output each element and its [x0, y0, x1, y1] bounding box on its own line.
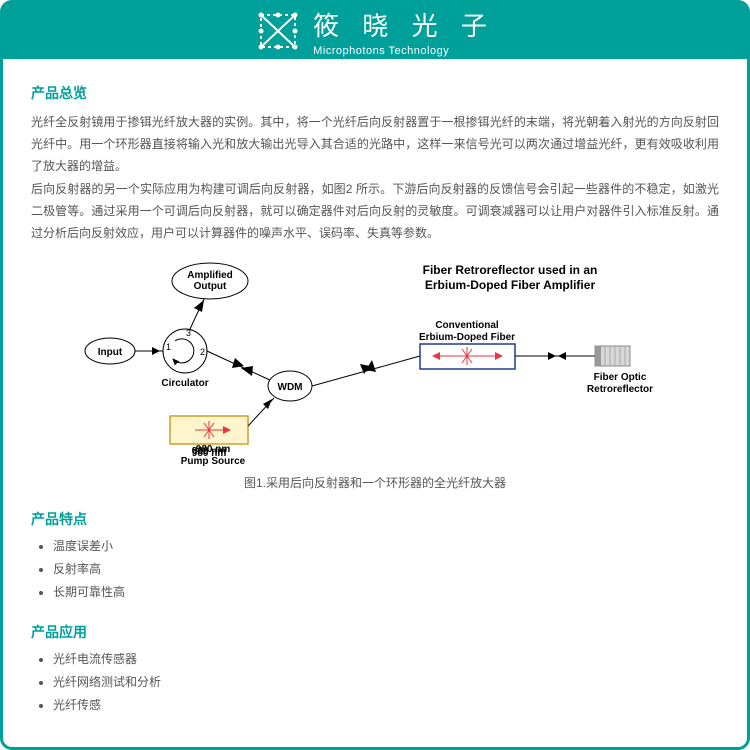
header-bar: 筱 晓 光 子 Microphotons Technology [3, 3, 747, 59]
diagram-caption: 图1.采用后向反射器和一个环形器的全光纤放大器 [80, 474, 670, 491]
overview-p1: 光纤全反射镜用于掺铒光纤放大器的实例。其中，将一个光纤后向反射器置于一根掺铒光纤… [31, 111, 719, 178]
retro-b: Retroreflector [587, 384, 653, 395]
overview-p2: 后向反射器的另一个实际应用为构建可调后向反射器，如图2 所示。下游后向反射器的反… [31, 178, 719, 245]
content: 产品总览 光纤全反射镜用于掺铒光纤放大器的实例。其中，将一个光纤后向反射器置于一… [3, 59, 747, 729]
page-card: 筱 晓 光 子 Microphotons Technology 产品总览 光纤全… [0, 0, 750, 750]
edf-b: Erbium-Doped Fiber [419, 332, 515, 343]
list-item: 光纤传感 [53, 696, 719, 713]
brand-en: Microphotons Technology [313, 45, 495, 57]
pump-label: 980 nmPump Source [168, 444, 258, 468]
svg-text:1: 1 [166, 342, 171, 352]
features-list: 温度误差小 反射率高 长期可靠性高 [31, 537, 719, 600]
diagram-title-a: Fiber Retroreflector used in an [423, 263, 598, 277]
circulator-label: Circulator [161, 378, 208, 389]
list-item: 温度误差小 [53, 537, 719, 554]
list-item: 光纤电流传感器 [53, 650, 719, 667]
svg-text:2: 2 [200, 347, 205, 357]
svg-text:3: 3 [186, 328, 191, 338]
brand-cn: 筱 晓 光 子 [313, 6, 495, 43]
apps-list: 光纤电流传感器 光纤网络测试和分析 光纤传感 [31, 650, 719, 713]
edf-a: Conventional [435, 320, 499, 331]
brand-text: 筱 晓 光 子 Microphotons Technology [313, 6, 495, 57]
retro-a: Fiber Optic [594, 372, 647, 383]
wdm-label: WDM [278, 382, 303, 393]
svg-text:Output: Output [194, 281, 227, 292]
logo-icon [255, 11, 301, 51]
input-label: Input [98, 347, 123, 358]
svg-text:Amplified: Amplified [187, 270, 233, 281]
list-item: 光纤网络测试和分析 [53, 673, 719, 690]
diagram: Fiber Retroreflector used in an Erbium-D… [80, 256, 670, 491]
list-item: 反射率高 [53, 560, 719, 577]
list-item: 长期可靠性高 [53, 583, 719, 600]
diagram-title-b: Erbium-Doped Fiber Amplifier [425, 278, 596, 292]
features-title: 产品特点 [31, 509, 719, 529]
overview-title: 产品总览 [31, 83, 719, 103]
apps-title: 产品应用 [31, 622, 719, 642]
